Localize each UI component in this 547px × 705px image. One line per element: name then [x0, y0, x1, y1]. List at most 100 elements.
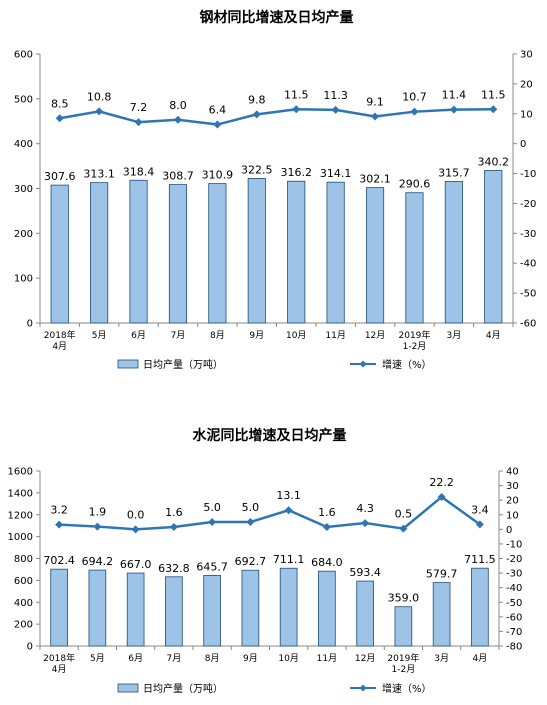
right-tick-label: -80	[506, 642, 522, 653]
legend-line-marker	[359, 684, 367, 692]
cement-chart: 水泥同比增速及日均产量02004006008001000120014001600…	[8, 427, 523, 695]
left-tick-label: 500	[14, 94, 33, 105]
line-value-label: 7.2	[130, 101, 148, 114]
line-point	[213, 120, 222, 129]
left-tick-label: 100	[14, 274, 33, 285]
category-label: 2019年	[387, 652, 419, 664]
line-value-label: 11.3	[323, 89, 348, 102]
left-tick-label: 1600	[8, 467, 33, 478]
category-label: 10月	[286, 330, 306, 341]
line-value-label: 13.1	[276, 489, 301, 502]
legend-bar-swatch	[117, 683, 139, 693]
bar	[165, 576, 183, 647]
bar-value-label: 308.7	[162, 170, 194, 183]
right-tick-label: -20	[520, 199, 536, 210]
line-value-label: 22.2	[429, 476, 454, 489]
bar	[279, 567, 298, 647]
category-label: 7月	[167, 653, 182, 664]
line-value-label: 1.6	[318, 506, 336, 519]
line-point	[55, 114, 64, 123]
right-tick-label: -50	[520, 289, 536, 300]
bar-value-label: 692.7	[235, 555, 267, 568]
legend-bar-label: 日均产量（万吨）	[143, 682, 223, 695]
bar	[129, 179, 148, 324]
line-point	[449, 105, 458, 114]
legend-line-marker	[359, 360, 367, 368]
line-value-label: 11.5	[284, 88, 309, 101]
bar-value-label: 684.0	[311, 556, 343, 569]
bar	[432, 582, 451, 647]
category-label: 11月	[325, 330, 345, 341]
legend-bar-label: 日均产量（万吨）	[143, 358, 223, 371]
category-label: 8月	[210, 330, 225, 341]
bar-value-label: 314.1	[320, 167, 352, 180]
bar-value-label: 340.2	[478, 155, 510, 168]
line-value-label: 9.8	[248, 93, 266, 106]
line-value-label: 6.4	[209, 104, 227, 117]
line-value-label: 0.5	[395, 508, 413, 521]
category-label: 4月	[52, 664, 67, 675]
left-tick-label: 800	[14, 554, 33, 565]
bar-value-label: 702.4	[43, 554, 75, 567]
bar	[471, 567, 489, 647]
right-tick-label: -40	[520, 259, 536, 270]
category-label: 9月	[243, 653, 258, 664]
right-tick-label: -40	[506, 583, 522, 594]
bar-value-label: 315.7	[438, 166, 470, 179]
line-point	[331, 105, 340, 114]
left-tick-label: 600	[14, 50, 33, 61]
right-tick-label: 30	[520, 50, 533, 61]
line-point	[292, 105, 301, 114]
right-tick-label: -60	[506, 612, 522, 623]
bar	[126, 572, 145, 647]
category-label: 6月	[131, 330, 146, 341]
legend-bar-swatch	[117, 359, 139, 369]
left-tick-label: 1200	[8, 510, 33, 521]
line-point	[489, 105, 498, 114]
right-tick-label: 10	[520, 109, 533, 120]
growth-line	[59, 108, 494, 126]
bar-value-label: 359.0	[388, 592, 420, 605]
bar	[168, 184, 188, 324]
line-value-label: 3.2	[50, 504, 68, 517]
bar	[484, 170, 503, 324]
chart-title: 水泥同比增速及日均产量	[193, 427, 347, 444]
line-value-label: 8.0	[169, 99, 187, 112]
category-label: 4月	[52, 341, 67, 352]
bar-value-label: 313.1	[83, 168, 115, 181]
bar	[287, 180, 306, 324]
left-tick-label: 200	[14, 620, 33, 631]
line-point	[95, 107, 104, 116]
right-tick-label: 20	[506, 496, 519, 507]
line-point	[410, 107, 419, 116]
category-label: 1-2月	[403, 341, 427, 352]
bar	[241, 569, 260, 647]
right-tick-label: 0	[520, 139, 526, 150]
bar	[318, 570, 336, 647]
line-value-label: 10.7	[402, 91, 427, 104]
bar-value-label: 310.9	[202, 169, 234, 182]
bar-value-label: 694.2	[82, 555, 114, 568]
category-label: 2019年	[399, 329, 431, 341]
bar-value-label: 290.6	[399, 178, 431, 191]
line-value-label: 8.5	[51, 97, 69, 110]
line-point	[169, 523, 178, 531]
bar	[90, 182, 109, 324]
category-label: 4月	[486, 330, 501, 341]
bar-value-label: 302.1	[359, 173, 391, 186]
left-tick-label: 600	[14, 576, 33, 587]
line-point	[399, 524, 408, 533]
line-value-label: 5.0	[203, 501, 221, 514]
line-point	[173, 115, 182, 124]
line-point	[134, 118, 143, 127]
left-tick-label: 400	[14, 139, 33, 150]
line-value-label: 11.4	[442, 89, 467, 102]
right-tick-label: -10	[506, 539, 522, 550]
category-label: 2018年	[44, 329, 76, 341]
bar	[50, 568, 68, 647]
right-tick-label: -10	[520, 169, 536, 180]
left-tick-label: 1000	[8, 532, 33, 543]
right-tick-label: -30	[520, 229, 536, 240]
category-label: 8月	[205, 653, 220, 664]
bar-value-label: 318.4	[123, 165, 155, 178]
